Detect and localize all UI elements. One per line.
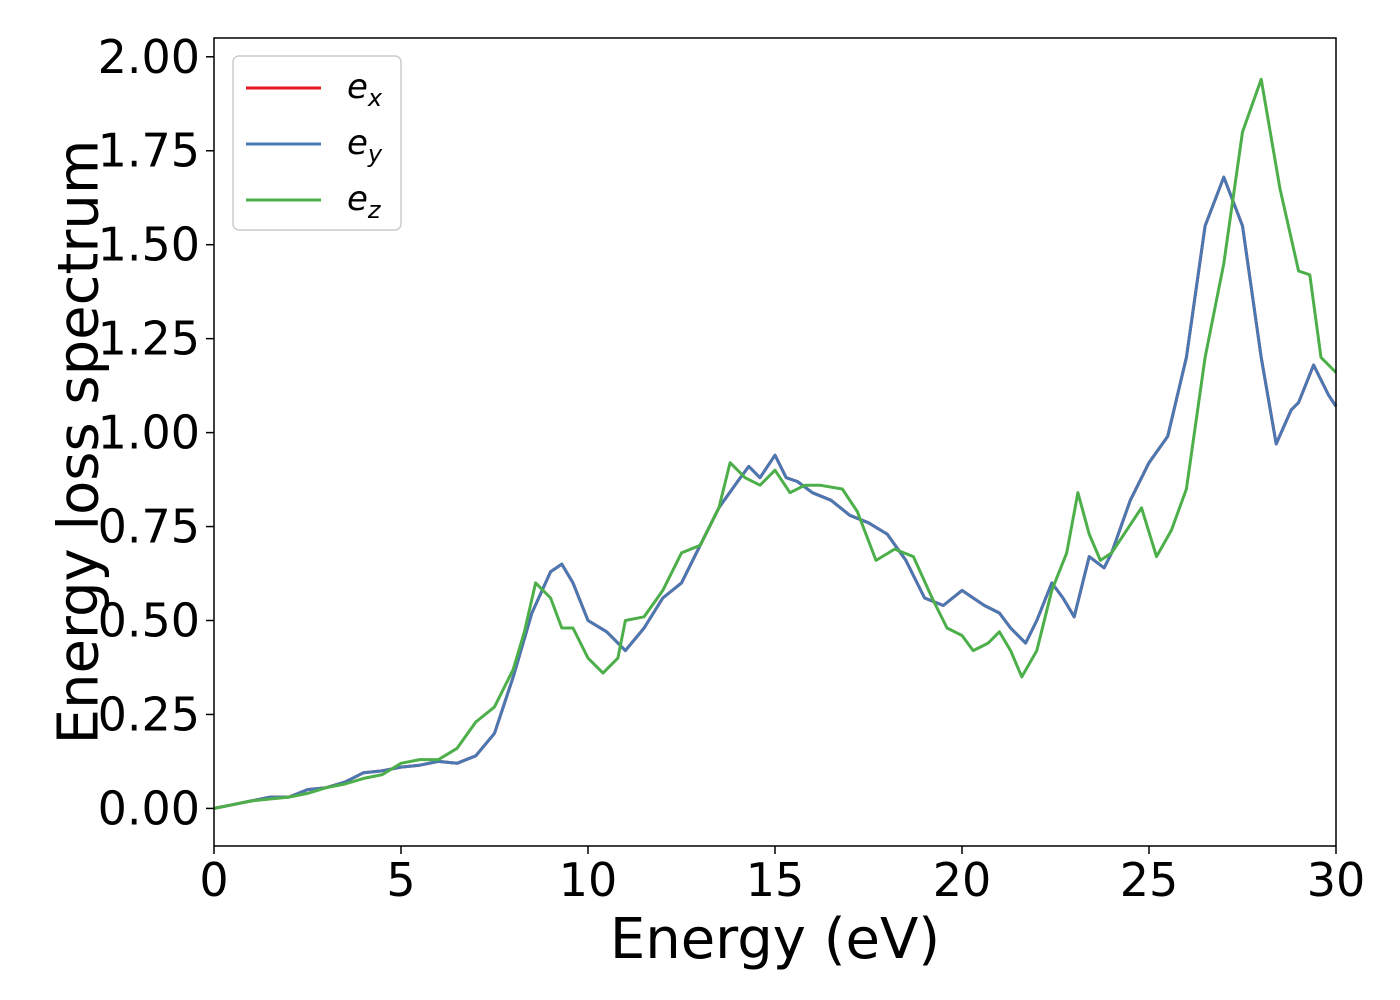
series-layer: [213, 77, 1338, 810]
y-tick-label: 1.25: [98, 312, 200, 366]
legend-entry-subscript: y: [367, 140, 383, 168]
legend-entry-base: e: [347, 179, 368, 219]
legend-entry-y: ey: [347, 123, 383, 168]
legend-entry-base: e: [347, 67, 368, 107]
y-tick-label: 2.00: [98, 30, 200, 84]
legend-entry-x: ex: [347, 67, 383, 112]
ticks-layer: 0 5 10 15 20 25 30 0.00 0.25 0.50 0.75 1.00 1.25 1.50…: [98, 30, 1366, 907]
legend-entry-subscript: x: [367, 84, 383, 112]
x-axis-label: Energy (eV): [610, 907, 940, 972]
y-tick-label: 1.00: [98, 406, 200, 460]
x-tick-label: 5: [386, 853, 415, 907]
y-tick-label: 0.25: [98, 687, 200, 741]
y-tick-label: 0.50: [98, 594, 200, 648]
y-tick-label: 0.00: [98, 781, 200, 835]
x-tick-label: 25: [1120, 853, 1179, 907]
legend-entry-base: e: [347, 123, 368, 163]
series-line-e-z: [213, 77, 1338, 810]
y-tick-label: 1.75: [98, 124, 200, 178]
series-line-e-x: [213, 175, 1338, 810]
x-tick-label: 0: [199, 853, 228, 907]
y-tick-label: 1.50: [98, 218, 200, 272]
x-tick-label: 15: [746, 853, 805, 907]
x-tick-label: 20: [933, 853, 992, 907]
y-tick-label: 0.75: [98, 500, 200, 554]
x-tick-label: 30: [1307, 853, 1366, 907]
y-axis-label: Energy loss spectrum: [47, 140, 112, 745]
legend-entry-subscript: z: [367, 196, 382, 224]
x-tick-label: 10: [559, 853, 618, 907]
legend-entry-z: ez: [347, 179, 382, 224]
series-line-e-y: [213, 175, 1338, 810]
